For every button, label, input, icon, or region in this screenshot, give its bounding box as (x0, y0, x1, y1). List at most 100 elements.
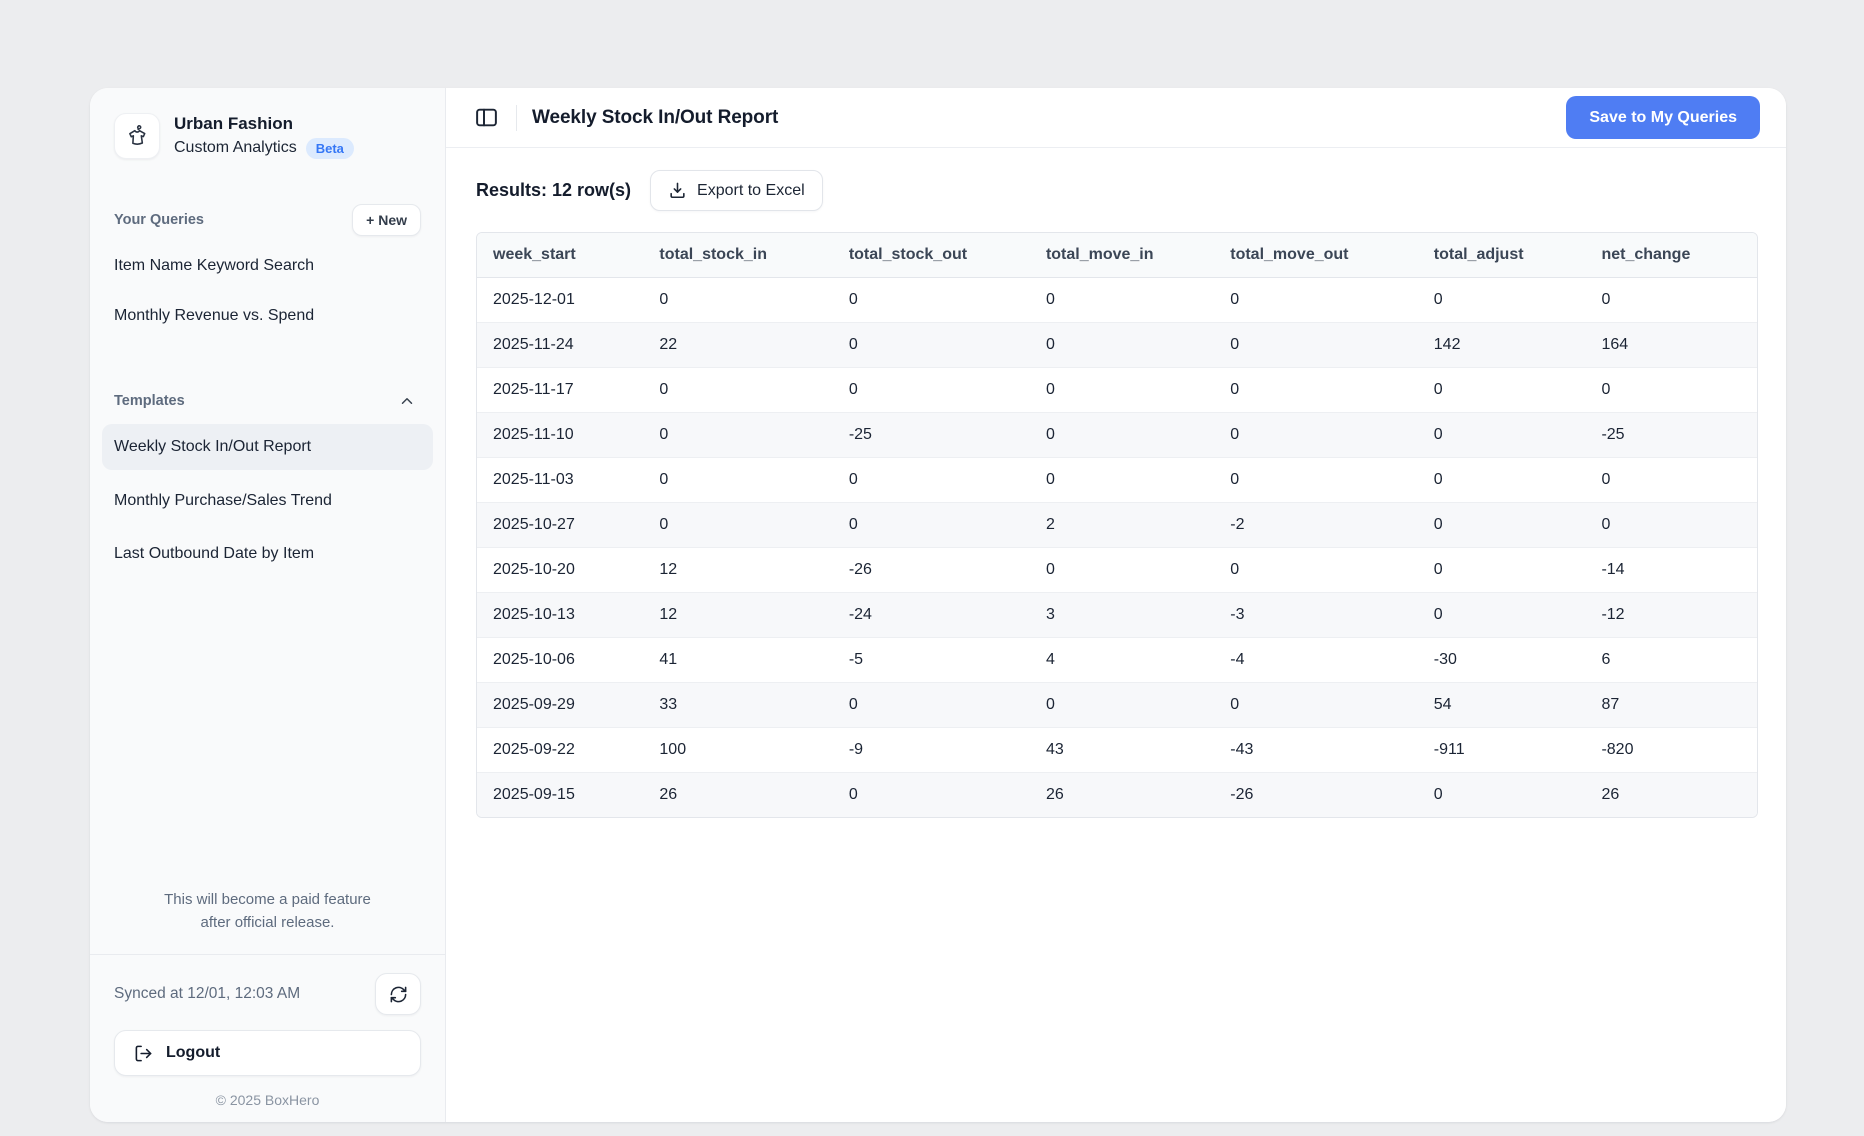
table-cell: 0 (1214, 277, 1418, 323)
table-row: 2025-10-13 12 -24 3 -3 0 -12 (477, 592, 1757, 638)
table-cell: 0 (1214, 412, 1418, 458)
collapse-templates-button[interactable] (393, 387, 421, 415)
column-header: total_stock_out (832, 233, 1030, 278)
table-cell: 26 (659, 786, 678, 803)
table-cell: 2025-09-15 (493, 786, 575, 803)
sidebar: Urban Fashion Custom Analytics Beta Your… (90, 88, 446, 1122)
table-cell: -820 (1585, 727, 1757, 773)
notice-line-1: This will become a paid feature (164, 890, 371, 908)
table-row: 2025-09-15 26 0 26 -26 0 26 (477, 772, 1757, 817)
notice-line-2: after official release. (200, 913, 335, 931)
table-cell: 12 (643, 547, 833, 593)
table-cell: 0 (1433, 786, 1443, 803)
table-row: 2025-11-03 0 0 0 0 0 0 (477, 457, 1757, 503)
table-cell: 6 (1585, 637, 1757, 683)
table-cell: 4 (1029, 637, 1215, 683)
your-queries-label: Your Queries (114, 212, 204, 228)
table-cell: 0 (1214, 457, 1418, 503)
table-cell: 0 (832, 682, 1030, 728)
workspace-titles: Urban Fashion Custom Analytics Beta (174, 113, 354, 159)
table-cell: 26 (1045, 786, 1064, 803)
table-cell: 0 (643, 367, 833, 413)
table-cell: 0 (1029, 367, 1215, 413)
table-cell: 0 (1214, 367, 1418, 413)
template-item[interactable]: Monthly Purchase/Sales Trend (114, 491, 332, 509)
table-cell: 0 (1029, 277, 1215, 323)
table-cell: -3 (1214, 592, 1418, 638)
table-cell: 2025-12-01 (477, 277, 644, 323)
table-row: 2025-10-20 12 -26 0 0 0 -14 (477, 547, 1757, 593)
column-header: total_move_out (1214, 233, 1418, 278)
header-divider (516, 104, 517, 131)
download-icon (668, 181, 687, 200)
table-cell: 2025-11-17 (477, 367, 644, 413)
table-cell: 43 (1029, 727, 1215, 773)
table-cell: 41 (643, 637, 833, 683)
table-row: 2025-09-22 100 -9 43 -43 -911 -820 (477, 727, 1757, 773)
table-row: 2025-10-27 0 0 2 -2 0 0 (477, 502, 1757, 548)
your-queries-section-header: Your Queries + New (114, 203, 421, 237)
templates-list: Weekly Stock In/Out Report Monthly Purcha… (102, 424, 433, 577)
topbar: Weekly Stock In/Out Report Save to My Qu… (446, 88, 1786, 148)
table-cell: 87 (1585, 682, 1757, 728)
template-item[interactable]: Last Outbound Date by Item (114, 545, 315, 563)
table-cell: 33 (643, 682, 833, 728)
query-item[interactable]: Item Name Keyword Search (114, 257, 315, 274)
export-label: Export to Excel (697, 181, 805, 199)
table-cell: 0 (1029, 682, 1215, 728)
column-header: total_move_in (1029, 233, 1215, 278)
table-row: 2025-11-10 0 -25 0 0 0 -25 (477, 412, 1757, 458)
refresh-button[interactable] (375, 973, 421, 1015)
table-cell: 0 (848, 786, 858, 803)
paid-feature-notice: This will become a paid feature after of… (114, 888, 421, 935)
table-cell: 0 (1029, 322, 1215, 368)
table-cell: -26 (832, 547, 1030, 593)
table-cell: -25 (1585, 412, 1757, 458)
report-content: Results: 12 row(s) Export to Excel (446, 148, 1786, 818)
new-query-button[interactable]: + New (352, 204, 421, 236)
table-row: 2025-10-06 41 -5 4 -4 -30 6 (477, 637, 1757, 683)
queries-list: Item Name Keyword Search Monthly Revenue … (102, 243, 433, 338)
table-cell: 0 (643, 457, 833, 503)
chevron-up-icon (398, 392, 416, 410)
logout-label: Logout (166, 1044, 221, 1061)
table-cell: 0 (1417, 592, 1586, 638)
templates-label: Templates (114, 393, 185, 410)
main-panel: Weekly Stock In/Out Report Save to My Qu… (446, 88, 1786, 1122)
app-window: Urban Fashion Custom Analytics Beta Your… (90, 88, 1786, 1122)
table-cell: -25 (832, 412, 1030, 458)
table-cell: 0 (832, 322, 1030, 368)
table-cell: -4 (1214, 637, 1418, 683)
table-row: 2025-12-01 0 0 0 0 0 0 (477, 277, 1757, 323)
template-item[interactable]: Weekly Stock In/Out Report (102, 424, 433, 470)
table-cell: 0 (1585, 457, 1757, 503)
table-cell: -43 (1214, 727, 1418, 773)
table-cell: 0 (1214, 547, 1418, 593)
export-to-excel-button[interactable]: Export to Excel (650, 170, 823, 211)
table-cell: 2025-10-13 (477, 592, 644, 638)
logout-button[interactable]: Logout (114, 1030, 421, 1076)
table-cell: 2025-09-22 (477, 727, 644, 773)
query-item[interactable]: Monthly Revenue vs. Spend (114, 306, 315, 324)
table-cell: 0 (832, 502, 1030, 548)
table-cell: 100 (643, 727, 833, 773)
table-cell: -26 (1230, 786, 1254, 803)
table-cell: 0 (1029, 547, 1215, 593)
results-count: Results: 12 row(s) (476, 180, 632, 200)
table-cell: 0 (643, 412, 833, 458)
table-cell: 0 (1029, 457, 1215, 503)
sidebar-panel-icon (474, 105, 499, 130)
table-cell: 0 (1585, 277, 1757, 323)
table-cell: -5 (832, 637, 1030, 683)
table-cell: 164 (1585, 322, 1757, 368)
column-header: week_start (477, 233, 644, 278)
save-to-my-queries-button[interactable]: Save to My Queries (1566, 96, 1760, 139)
table-cell: -14 (1585, 547, 1757, 593)
copyright: © 2025 BoxHero (215, 1092, 320, 1108)
column-header: total_adjust (1417, 233, 1586, 278)
toggle-sidebar-button[interactable] (471, 103, 501, 133)
table-cell: 0 (1029, 412, 1215, 458)
sidebar-footer: Synced at 12/01, 12:03 AM (90, 954, 445, 1108)
table-row: 2025-11-17 0 0 0 0 0 0 (477, 367, 1757, 413)
table-cell: 0 (832, 277, 1030, 323)
